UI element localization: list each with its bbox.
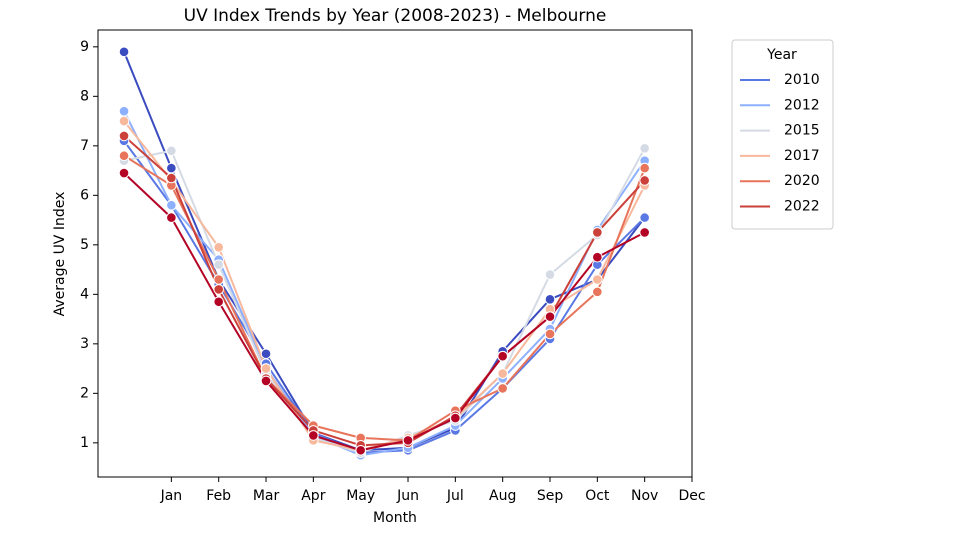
x-tick-label: May [346, 488, 375, 504]
data-point [639, 227, 650, 238]
data-point [166, 172, 177, 184]
chart-title: UV Index Trends by Year (2008-2023) - Me… [184, 6, 607, 26]
x-tick-label: Sep [537, 488, 564, 504]
series-line [123, 172, 646, 452]
x-tick-label: Oct [585, 488, 610, 504]
x-tick-label: Dec [678, 488, 705, 504]
data-point [544, 269, 556, 280]
data-point [544, 328, 556, 340]
x-tick-label: Jun [396, 488, 419, 504]
data-point [497, 383, 508, 394]
data-point [213, 296, 224, 308]
data-point [308, 430, 319, 441]
data-point [544, 311, 556, 322]
data-point [213, 274, 224, 285]
series-line [123, 135, 646, 447]
data-point [497, 350, 508, 362]
data-point [166, 162, 177, 174]
legend-label: 2017 [784, 148, 820, 164]
x-tick-label: Aug [489, 488, 516, 504]
y-tick-label: 7 [80, 138, 89, 154]
x-tick-label: Jan [160, 488, 183, 504]
legend-label: 2022 [784, 199, 820, 215]
data-point [639, 143, 650, 154]
data-point [118, 167, 130, 179]
y-tick-label: 5 [80, 237, 89, 253]
y-tick-label: 1 [80, 435, 89, 451]
data-point [118, 150, 130, 162]
y-axis-label: Average UV Index [52, 192, 68, 317]
y-tick-label: 8 [80, 88, 89, 104]
plot-area [97, 29, 693, 478]
data-point [402, 435, 414, 446]
series-line [123, 110, 646, 457]
data-point [260, 375, 272, 387]
data-point [592, 286, 603, 298]
series-line [123, 51, 646, 452]
data-point [450, 412, 461, 424]
x-tick-label: Nov [631, 488, 658, 504]
x-tick-label: Jul [446, 488, 464, 504]
legend-label: 2012 [784, 97, 820, 113]
data-point [355, 444, 366, 456]
data-point [118, 105, 130, 117]
y-tick-label: 2 [80, 385, 89, 401]
data-point [260, 348, 272, 360]
legend-label: 2020 [784, 173, 820, 189]
legend-label: 2010 [784, 72, 820, 88]
series-line [123, 154, 646, 442]
data-point [118, 115, 130, 127]
y-tick-label: 9 [80, 39, 89, 55]
data-point [592, 227, 603, 238]
data-point [118, 130, 130, 142]
x-tick-label: Apr [301, 488, 325, 504]
x-axis-label: Month [373, 510, 417, 526]
data-point [166, 212, 177, 223]
data-point [166, 145, 177, 157]
legend-title: Year [766, 47, 797, 63]
data-point [497, 368, 508, 379]
data-point [213, 284, 224, 295]
y-tick-label: 6 [80, 187, 89, 203]
y-tick-label: 4 [80, 286, 89, 302]
data-point [639, 175, 650, 186]
data-point [260, 363, 272, 374]
data-point [639, 212, 650, 223]
data-point [213, 242, 224, 253]
x-tick-label: Feb [206, 488, 231, 504]
data-point [592, 274, 603, 285]
data-point [639, 162, 650, 174]
data-point [544, 293, 556, 305]
legend-label: 2015 [784, 123, 820, 139]
data-point [592, 251, 603, 263]
y-tick-label: 3 [80, 336, 89, 352]
data-point [118, 46, 130, 58]
x-tick-label: Mar [253, 488, 280, 504]
data-point [166, 199, 177, 211]
data-point [213, 259, 224, 270]
